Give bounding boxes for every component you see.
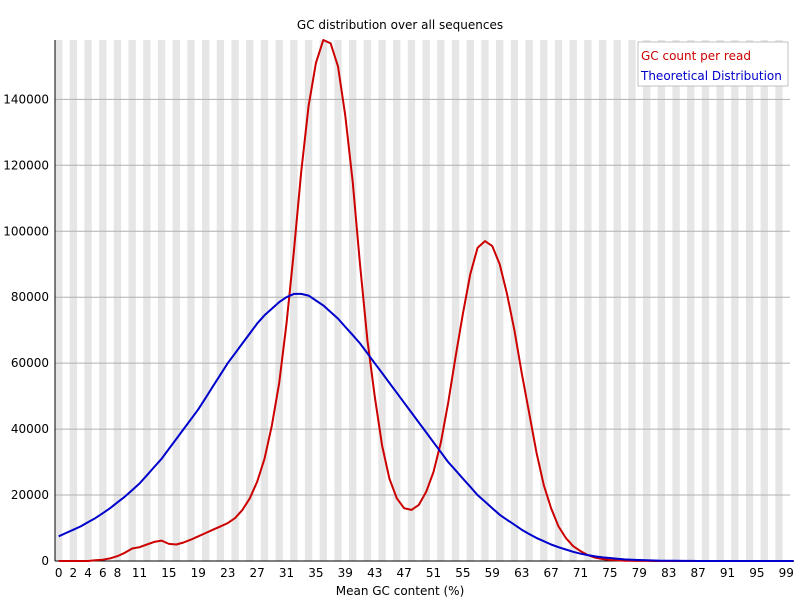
x-tick-label: 67	[543, 566, 558, 580]
background-band	[69, 40, 78, 561]
background-band	[466, 40, 474, 561]
background-band	[99, 40, 107, 561]
x-tick-label: 71	[573, 566, 588, 580]
background-band	[745, 40, 754, 561]
series-line-theoretical	[58, 292, 794, 562]
x-tick-label: 6	[99, 566, 107, 580]
background-band	[643, 40, 651, 561]
background-band	[202, 40, 210, 561]
background-band	[598, 40, 607, 561]
x-tick-label: 59	[485, 566, 500, 580]
background-band	[657, 40, 666, 561]
background-band	[246, 40, 254, 561]
background-band	[143, 40, 151, 561]
background-band	[496, 40, 504, 561]
background-band	[701, 40, 710, 561]
background-band	[378, 40, 386, 561]
background-band	[55, 40, 63, 561]
background-band	[510, 40, 519, 561]
x-tick-label: 31	[279, 566, 294, 580]
background-band	[554, 40, 563, 561]
y-tick-label: 120000	[3, 158, 49, 172]
background-band	[172, 40, 180, 561]
background-band	[760, 40, 768, 561]
y-tick-label: 60000	[11, 356, 49, 370]
background-band	[128, 40, 136, 561]
background-band	[349, 40, 357, 561]
background-band	[113, 40, 122, 561]
background-band	[334, 40, 342, 561]
background-band	[187, 40, 195, 561]
background-band	[260, 40, 269, 561]
legend-entry-gc-count: GC count per read	[641, 49, 751, 63]
x-tick-label: 35	[308, 566, 323, 580]
legend-entry-theoretical: Theoretical Distribution	[640, 69, 782, 83]
background-band	[157, 40, 166, 561]
background-band	[275, 40, 283, 561]
x-tick-label: 47	[396, 566, 411, 580]
x-tick-label: 55	[455, 566, 470, 580]
background-band	[84, 40, 92, 561]
y-tick-label: 80000	[11, 290, 49, 304]
x-tick-label: 27	[249, 566, 264, 580]
background-band	[407, 40, 416, 561]
x-tick-label: 15	[161, 566, 176, 580]
background-band	[569, 40, 577, 561]
background-band	[231, 40, 239, 561]
x-tick-label: 87	[690, 566, 705, 580]
background-band	[525, 40, 533, 561]
x-axis-label: Mean GC content (%)	[336, 584, 465, 598]
series-layer	[58, 39, 794, 562]
x-tick-label: 79	[632, 566, 647, 580]
background-bands	[55, 40, 783, 561]
x-tick-label: 95	[749, 566, 764, 580]
background-band	[304, 40, 313, 561]
background-band	[613, 40, 621, 561]
x-tick-label: 11	[132, 566, 147, 580]
legend: GC count per read Theoretical Distributi…	[637, 41, 789, 87]
background-band	[481, 40, 489, 561]
background-band	[393, 40, 401, 561]
x-tick-label: 43	[367, 566, 382, 580]
x-tick-label: 2	[70, 566, 78, 580]
y-tick-label: 140000	[3, 92, 49, 106]
background-band	[584, 40, 592, 561]
y-tick-label: 100000	[3, 224, 49, 238]
background-band	[716, 40, 724, 561]
background-band	[216, 40, 225, 561]
background-band	[290, 40, 298, 561]
background-band	[451, 40, 460, 561]
x-tick-label: 0	[55, 566, 63, 580]
y-tick-label: 0	[41, 554, 49, 568]
y-tick-label: 40000	[11, 422, 49, 436]
x-tick-label: 75	[602, 566, 617, 580]
x-tick-label: 19	[191, 566, 206, 580]
background-band	[628, 40, 636, 561]
background-band	[672, 40, 680, 561]
y-tick-labels: 0 20000 40000 60000 80000 100000 120000 140000	[3, 92, 49, 568]
background-band	[319, 40, 327, 561]
x-tick-label: 83	[661, 566, 676, 580]
background-band	[775, 40, 783, 561]
x-tick-labels: 0 2 4 6 8 11 15 19 23 27 31 35 39 43 47 51 55 59 63 67 71 75 7…	[55, 566, 794, 580]
background-band	[731, 40, 739, 561]
x-tick-label: 51	[426, 566, 441, 580]
background-band	[687, 40, 695, 561]
x-tick-label: 4	[84, 566, 92, 580]
x-tick-label: 99	[779, 566, 794, 580]
x-tick-label: 23	[220, 566, 235, 580]
chart-title: GC distribution over all sequences	[297, 18, 503, 32]
y-tick-label: 20000	[11, 488, 49, 502]
legend-box	[637, 41, 789, 87]
background-band	[363, 40, 372, 561]
background-band	[422, 40, 430, 561]
x-tick-label: 39	[338, 566, 353, 580]
x-tick-label: 8	[114, 566, 122, 580]
background-band	[540, 40, 548, 561]
x-tick-label: 63	[514, 566, 529, 580]
x-tick-label: 91	[720, 566, 735, 580]
background-band	[437, 40, 445, 561]
